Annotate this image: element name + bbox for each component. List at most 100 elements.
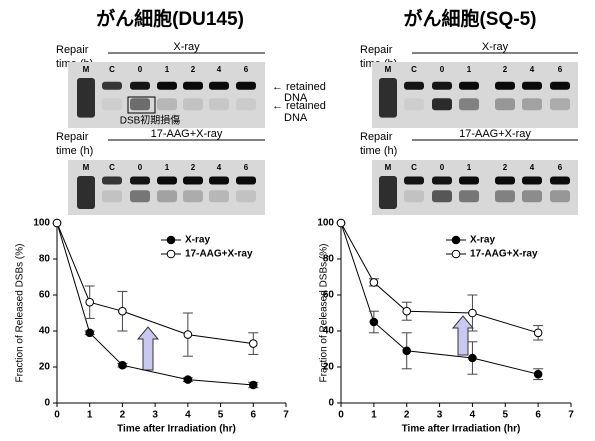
lane-label: 4: [217, 65, 222, 74]
repair-label: time (h): [56, 145, 93, 157]
repair-label: Repair: [360, 131, 393, 143]
y-tick-label: 100: [317, 218, 334, 229]
lane-label: M: [385, 163, 392, 172]
panel-title: がん細胞(DU145): [96, 7, 244, 30]
data-point: [248, 339, 258, 348]
x-tick-label: 6: [251, 410, 257, 421]
band-top: [157, 81, 177, 90]
legend-label: X-ray: [470, 235, 495, 246]
data-point: [336, 218, 346, 228]
annotation: ← retained: [272, 100, 326, 112]
lane-label: M: [83, 163, 90, 172]
legend-label: 17-AAG+X-ray: [470, 249, 538, 260]
band-top: [130, 176, 150, 185]
lane-label: 1: [165, 163, 170, 172]
band-top: [236, 176, 256, 185]
band-low: [495, 98, 515, 111]
data-point: [85, 328, 95, 338]
lane-label: M: [385, 65, 392, 74]
gel-image: [68, 62, 265, 128]
band-low: [522, 190, 542, 203]
band-top: [209, 81, 229, 90]
y-axis-title: Fraction of Released DSBs (%): [319, 244, 330, 383]
x-tick-label: 1: [371, 410, 377, 421]
treatment-label: 17-AAG+X-ray: [459, 128, 531, 140]
lane-label: 1: [165, 65, 170, 74]
band-low: [404, 98, 424, 111]
x-tick-label: 5: [218, 410, 224, 421]
series-line: [340, 222, 539, 334]
lane-label: 1: [467, 65, 472, 74]
repair-label: Repair: [56, 131, 89, 143]
annotation: DNA: [284, 92, 308, 104]
lane-label: C: [411, 65, 417, 74]
lane-label: 6: [244, 163, 249, 172]
lane-label: 2: [191, 163, 196, 172]
band-top: [157, 176, 177, 185]
band-top: [130, 81, 150, 90]
y-tick-label: 20: [323, 362, 335, 373]
annotation-box: [127, 96, 156, 114]
annotation-arrow: [451, 315, 475, 356]
data-point: [402, 346, 412, 356]
data-point: [402, 306, 412, 316]
band-top: [522, 176, 542, 185]
band-top: [236, 81, 256, 90]
lane-label: M: [83, 65, 90, 74]
y-tick-label: 80: [323, 254, 335, 265]
band-top: [404, 176, 424, 185]
band-low: [404, 190, 424, 203]
y-axis-title: Fraction of Released DSBs (%): [15, 244, 26, 383]
band-low: [157, 190, 177, 203]
x-tick-label: 4: [470, 410, 476, 421]
data-point: [533, 328, 543, 338]
lane-label: C: [411, 163, 417, 172]
legend-marker: [166, 235, 176, 245]
y-tick-label: 80: [39, 254, 51, 265]
y-tick-label: 100: [33, 218, 50, 229]
lane-label: 0: [138, 65, 143, 74]
band-top: [102, 81, 122, 90]
gel-image: [372, 160, 578, 215]
annotation: DSB初期損傷: [120, 114, 181, 127]
x-tick-label: 3: [152, 410, 158, 421]
y-tick-label: 40: [39, 326, 51, 337]
lane-label: 2: [191, 65, 196, 74]
band-low: [102, 190, 122, 203]
band-top: [522, 81, 542, 90]
lane-label: 6: [558, 65, 563, 74]
lane-label: 1: [467, 163, 472, 172]
legend-label: X-ray: [185, 235, 210, 246]
band-top: [550, 176, 570, 185]
annotation: DNA: [284, 112, 308, 124]
lane-label: 6: [558, 163, 563, 172]
lane-label: C: [109, 65, 115, 74]
band-top: [183, 176, 203, 185]
data-point: [118, 360, 127, 370]
treatment-label: 17-AAG+X-ray: [151, 128, 223, 140]
x-tick-label: 2: [404, 410, 410, 421]
x-tick-label: 4: [185, 410, 191, 421]
band-top: [495, 81, 515, 90]
band-low: [550, 190, 570, 203]
treatment-label: X-ray: [173, 41, 200, 53]
band-low: [183, 98, 203, 111]
band-top: [404, 81, 424, 90]
x-tick-label: 0: [54, 410, 60, 421]
data-point: [468, 353, 477, 363]
band-top: [209, 176, 229, 185]
band-low: [130, 190, 150, 203]
band-low: [459, 190, 479, 203]
x-tick-label: 0: [338, 410, 344, 421]
x-tick-label: 3: [437, 410, 443, 421]
band-top: [550, 81, 570, 90]
band-top: [459, 81, 479, 90]
repair-label: time (h): [360, 145, 397, 157]
band-low: [459, 98, 479, 111]
legend-marker: [451, 235, 461, 245]
x-tick-label: 7: [568, 410, 574, 421]
series-line: [56, 222, 254, 345]
y-tick-label: 60: [39, 290, 51, 301]
data-point: [118, 306, 127, 316]
band-low: [209, 98, 229, 111]
